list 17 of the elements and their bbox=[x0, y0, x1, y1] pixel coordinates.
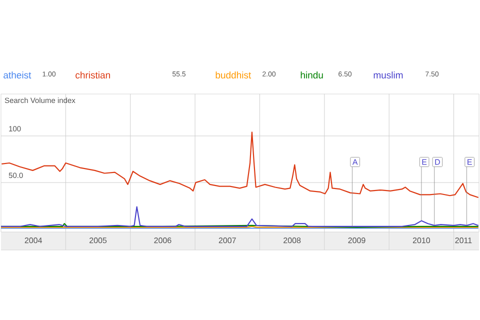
x-tick-label: 2005 bbox=[90, 238, 107, 244]
text: hindu bbox=[300, 72, 323, 78]
x-tick-label: 2006 bbox=[154, 238, 172, 244]
text: muslim bbox=[374, 72, 403, 78]
x-tick-label: 2010 bbox=[412, 238, 430, 244]
annotation: E bbox=[468, 159, 472, 165]
text: atheist bbox=[4, 72, 32, 78]
x-tick-label: 2008 bbox=[284, 238, 301, 244]
annotation: E bbox=[422, 159, 427, 165]
annotation: D bbox=[435, 159, 440, 165]
text: buddhist bbox=[216, 72, 252, 78]
x-tick-label: 2009 bbox=[348, 238, 366, 244]
x-tick-label: 2007 bbox=[218, 238, 236, 244]
x-tick-label: 2004 bbox=[24, 238, 42, 244]
x-tick-label: 2011 bbox=[455, 238, 472, 244]
annotation: A bbox=[352, 159, 358, 165]
text: christian bbox=[76, 72, 110, 78]
